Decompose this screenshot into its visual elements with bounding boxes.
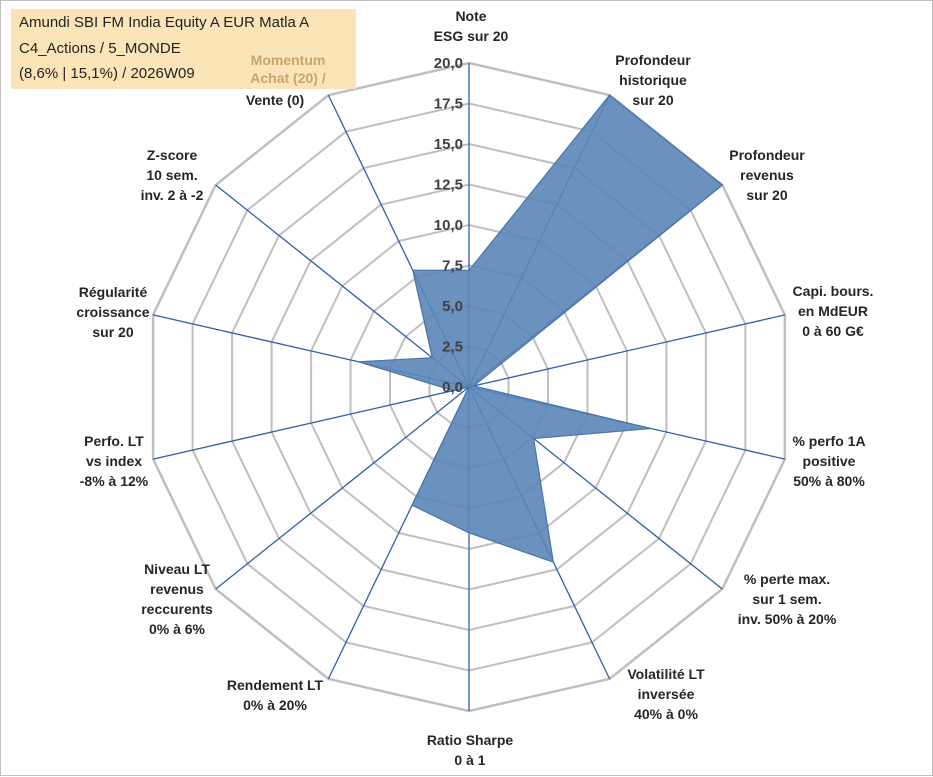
axis-label-13-line-1: Z-score xyxy=(147,147,198,163)
axis-label-4-line-2: en MdEUR xyxy=(798,303,868,319)
axis-label-7-line-1: Volatilité LT xyxy=(627,666,705,682)
axis-label-8-line-1: Ratio Sharpe xyxy=(427,732,514,748)
axis-label-14-line-3: Vente (0) xyxy=(246,92,304,108)
tick-label-2: 5,0 xyxy=(442,298,463,315)
axis-label-6-line-3: inv. 50% à 20% xyxy=(738,611,837,627)
axis-label-11-line-3: -8% à 12% xyxy=(80,473,149,489)
axis-label-10-line-1: Niveau LT xyxy=(144,561,210,577)
axis-label-4-line-1: Capi. bours. xyxy=(793,283,874,299)
axis-label-1-line-2: ESG sur 20 xyxy=(434,28,509,44)
axis-label-7-line-2: inversée xyxy=(638,686,695,702)
axis-label-1-line-1: Note xyxy=(455,8,486,24)
axis-label-10-line-4: 0% à 6% xyxy=(149,621,206,637)
axis-label-2-line-3: sur 20 xyxy=(632,92,673,108)
axis-label-12-line-1: Régularité xyxy=(79,284,148,300)
tick-label-8: 20,0 xyxy=(434,55,463,72)
axis-label-3-line-2: revenus xyxy=(740,167,794,183)
axis-label-10-line-3: reccurents xyxy=(141,601,213,617)
axis-label-12-line-2: croissance xyxy=(76,304,149,320)
axis-label-3-line-1: Profondeur xyxy=(729,147,805,163)
axis-label-6-line-2: sur 1 sem. xyxy=(752,591,821,607)
axis-label-4-line-3: 0 à 60 G€ xyxy=(802,323,864,339)
axis-label-13-line-2: 10 sem. xyxy=(146,167,197,183)
title-line-3: (8,6% | 15,1%) / 2026W09 xyxy=(19,65,195,82)
tick-label-7: 17,5 xyxy=(434,96,463,113)
axis-label-13-line-3: inv. 2 à -2 xyxy=(141,187,204,203)
axis-label-9-line-2: 0% à 20% xyxy=(243,697,307,713)
axis-label-5-line-1: % perfo 1A xyxy=(792,433,865,449)
axis-label-6-line-1: % perte max. xyxy=(744,571,830,587)
axis-label-10-line-2: revenus xyxy=(150,581,204,597)
tick-label-3: 7,5 xyxy=(442,258,463,275)
axis-label-8-line-2: 0 à 1 xyxy=(454,752,485,768)
axis-label-3-line-3: sur 20 xyxy=(746,187,787,203)
data-layer xyxy=(358,95,722,562)
tick-label-4: 10,0 xyxy=(434,217,463,234)
tick-label-5: 12,5 xyxy=(434,177,463,194)
axis-label-12-line-3: sur 20 xyxy=(92,324,133,340)
tick-label-0: 0,0 xyxy=(442,379,463,396)
axis-label-11-line-2: vs index xyxy=(86,453,142,469)
axis-label-5-line-2: positive xyxy=(803,453,856,469)
momentum-label-line-1: Momentum xyxy=(233,51,343,69)
axis-label-11-line-1: Perfo. LT xyxy=(84,433,144,449)
tick-label-6: 15,0 xyxy=(434,136,463,153)
title-line-2: C4_Actions / 5_MONDE xyxy=(19,40,181,57)
axis-label-2-line-1: Profondeur xyxy=(615,52,691,68)
axis-label-9-line-1: Rendement LT xyxy=(227,677,324,693)
data-series-area xyxy=(358,95,722,562)
tick-label-1: 2,5 xyxy=(442,339,463,356)
axis-label-5-line-3: 50% à 80% xyxy=(793,473,865,489)
title-line-1: Amundi SBI FM India Equity A EUR Matla A xyxy=(19,14,309,31)
axis-label-7-line-3: 40% à 0% xyxy=(634,706,698,722)
momentum-label-overlay: Momentum Achat (20) / xyxy=(233,51,343,87)
axis-label-2-line-2: historique xyxy=(619,72,687,88)
momentum-label-line-2: Achat (20) / xyxy=(233,69,343,87)
